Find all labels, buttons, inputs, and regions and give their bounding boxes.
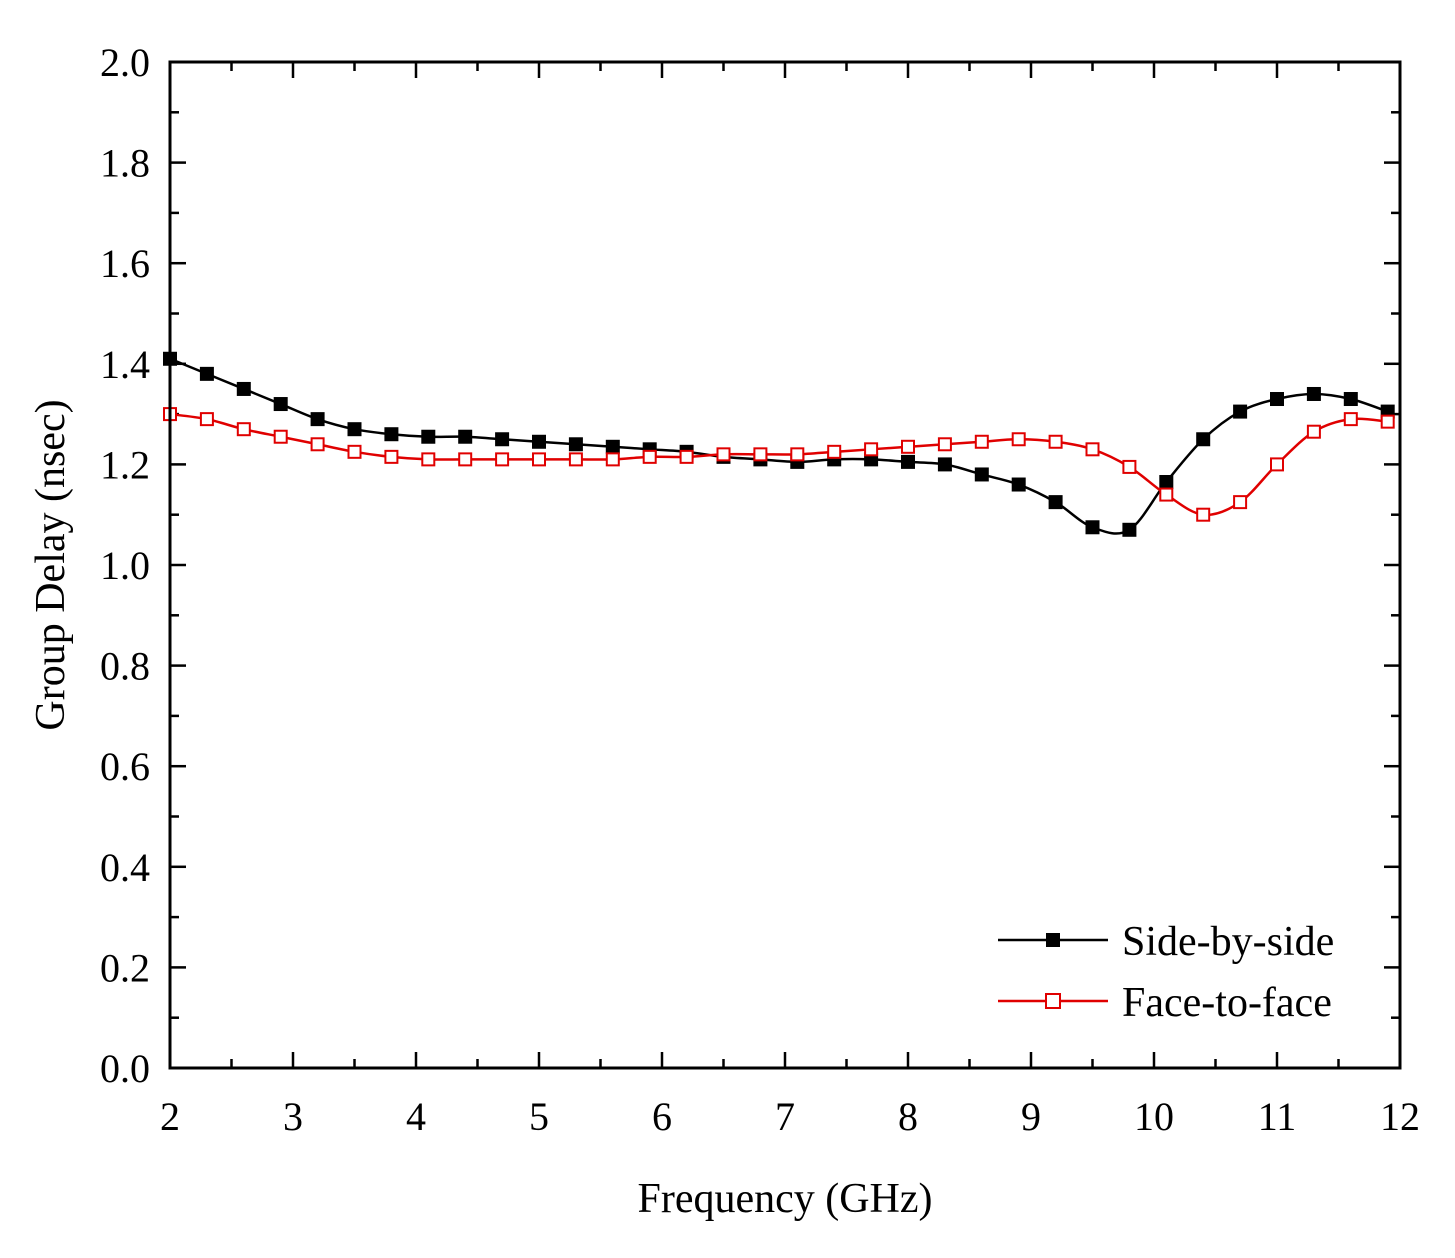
data-point-face-to-face bbox=[458, 452, 473, 467]
data-point-face-to-face bbox=[1011, 432, 1026, 447]
data-point-side-by-side bbox=[384, 427, 399, 442]
data-point-face-to-face bbox=[568, 452, 583, 467]
x-tick-label: 8 bbox=[898, 1094, 918, 1139]
data-point-face-to-face bbox=[1380, 414, 1395, 429]
data-point-face-to-face bbox=[605, 452, 620, 467]
data-point-side-by-side bbox=[421, 429, 436, 444]
data-point-face-to-face bbox=[937, 437, 952, 452]
y-axis-ticks bbox=[170, 60, 1400, 1070]
data-point-face-to-face bbox=[273, 429, 288, 444]
data-point-side-by-side bbox=[532, 434, 546, 449]
data-point-face-to-face bbox=[1343, 412, 1358, 427]
data-point-side-by-side bbox=[273, 397, 288, 412]
y-tick-label: 0.8 bbox=[100, 644, 150, 689]
x-tick-label: 10 bbox=[1134, 1094, 1174, 1139]
y-tick-label: 2.0 bbox=[100, 40, 150, 85]
data-point-face-to-face bbox=[1122, 459, 1137, 474]
data-point-side-by-side bbox=[901, 454, 915, 469]
data-point-face-to-face bbox=[642, 449, 657, 464]
data-point-side-by-side bbox=[1196, 432, 1211, 447]
x-tick-label: 3 bbox=[283, 1094, 303, 1139]
x-tick-label: 7 bbox=[775, 1094, 795, 1139]
y-tick-labels: 0.0 0.2 0.4 0.6 0.8 1.0 1.2 1.4 1.6 1.8 2.0 bbox=[100, 40, 150, 1091]
data-point-face-to-face bbox=[199, 412, 214, 427]
y-tick-label: 0.2 bbox=[100, 945, 150, 990]
data-point-face-to-face bbox=[1306, 424, 1321, 439]
x-axis-ticks bbox=[168, 62, 1402, 1068]
x-tick-label: 12 bbox=[1380, 1094, 1420, 1139]
data-point-side-by-side bbox=[1306, 386, 1321, 401]
data-point-side-by-side bbox=[974, 467, 989, 482]
data-point-face-to-face bbox=[384, 449, 399, 464]
data-point-side-by-side bbox=[236, 381, 251, 396]
y-tick-label: 0.6 bbox=[100, 744, 150, 789]
data-point-face-to-face bbox=[753, 447, 768, 462]
data-point-face-to-face bbox=[1085, 442, 1100, 457]
x-tick-labels: 2 3 4 5 6 7 8 9 10 11 12 bbox=[160, 1094, 1420, 1139]
data-point-side-by-side bbox=[568, 437, 583, 452]
data-point-face-to-face bbox=[716, 447, 731, 462]
data-point-face-to-face bbox=[679, 449, 694, 464]
legend-label-face-to-face: Face-to-face bbox=[1122, 980, 1332, 1026]
x-axis-title: Frequency (GHz) bbox=[637, 1176, 932, 1222]
y-tick-label: 1.0 bbox=[100, 543, 150, 588]
x-tick-label: 11 bbox=[1258, 1094, 1297, 1139]
data-point-side-by-side bbox=[1233, 404, 1248, 419]
data-point-side-by-side bbox=[495, 432, 510, 447]
legend: Side-by-side Face-to-face bbox=[998, 919, 1334, 1026]
y-tick-label: 0.0 bbox=[100, 1046, 150, 1091]
series-face-to-face bbox=[163, 407, 1395, 522]
data-point-face-to-face bbox=[790, 447, 805, 462]
data-point-face-to-face bbox=[1270, 457, 1284, 472]
y-tick-label: 1.6 bbox=[100, 241, 150, 286]
series-layer bbox=[163, 351, 1395, 537]
x-tick-label: 6 bbox=[652, 1094, 672, 1139]
legend-marker-side-by-side bbox=[1046, 933, 1060, 947]
series-line-face-to-face bbox=[169, 412, 1388, 517]
data-point-side-by-side bbox=[310, 412, 325, 427]
data-point-face-to-face bbox=[421, 452, 436, 467]
data-point-side-by-side bbox=[347, 422, 362, 437]
data-point-face-to-face bbox=[1233, 495, 1248, 510]
data-point-face-to-face bbox=[827, 444, 842, 459]
data-point-side-by-side bbox=[1159, 475, 1174, 490]
legend-label-side-by-side: Side-by-side bbox=[1122, 919, 1334, 965]
y-tick-label: 1.4 bbox=[100, 342, 150, 387]
data-point-side-by-side bbox=[1122, 522, 1137, 537]
series-line-side-by-side bbox=[169, 357, 1389, 535]
data-point-face-to-face bbox=[1159, 487, 1174, 502]
data-point-face-to-face bbox=[901, 439, 915, 454]
data-point-side-by-side bbox=[1085, 520, 1100, 535]
x-tick-label: 4 bbox=[406, 1094, 426, 1139]
plot-frame bbox=[168, 60, 1402, 1070]
series-side-by-side bbox=[163, 351, 1395, 537]
data-point-side-by-side bbox=[1048, 495, 1063, 510]
data-point-face-to-face bbox=[1196, 507, 1211, 522]
data-point-face-to-face bbox=[864, 442, 879, 457]
legend-marker-face-to-face bbox=[1045, 993, 1061, 1009]
data-point-side-by-side bbox=[1011, 477, 1026, 492]
data-point-side-by-side bbox=[1343, 392, 1358, 407]
data-point-face-to-face bbox=[974, 434, 989, 449]
data-point-face-to-face bbox=[495, 452, 510, 467]
data-point-side-by-side bbox=[1270, 392, 1284, 407]
y-tick-label: 1.2 bbox=[100, 442, 150, 487]
data-point-face-to-face bbox=[532, 452, 546, 467]
data-point-face-to-face bbox=[236, 422, 251, 437]
data-point-side-by-side bbox=[458, 429, 473, 444]
data-point-side-by-side bbox=[605, 439, 620, 454]
y-axis-title: Group Delay (nsec) bbox=[28, 399, 74, 730]
x-tick-label: 5 bbox=[529, 1094, 549, 1139]
data-point-face-to-face bbox=[310, 437, 325, 452]
data-point-face-to-face bbox=[1048, 434, 1063, 449]
y-tick-label: 0.4 bbox=[100, 845, 150, 890]
x-tick-label: 9 bbox=[1021, 1094, 1041, 1139]
x-tick-label: 2 bbox=[160, 1094, 180, 1139]
data-point-side-by-side bbox=[937, 457, 952, 472]
y-tick-label: 1.8 bbox=[100, 141, 150, 186]
data-point-face-to-face bbox=[347, 444, 362, 459]
data-point-side-by-side bbox=[199, 366, 214, 381]
